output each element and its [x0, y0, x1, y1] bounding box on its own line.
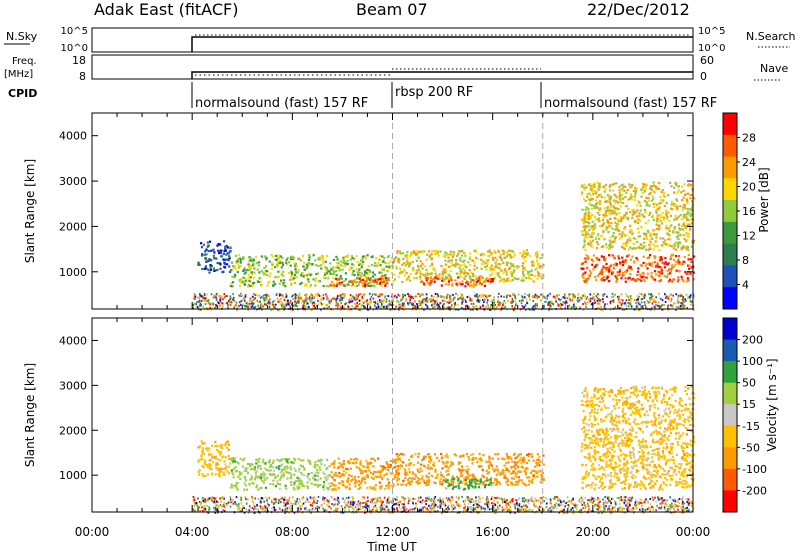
- power-colorbar-tick: 28: [742, 132, 756, 145]
- vel-ytick-label: 2000: [59, 424, 87, 437]
- power-colorbar-swatch: [723, 113, 737, 136]
- vel-colorbar-tick: 50: [742, 377, 756, 390]
- power-colorbar-tick: 12: [742, 230, 756, 243]
- vel-colorbar-swatch: [723, 447, 737, 470]
- time-tick-label: 16:00: [475, 525, 510, 539]
- power-echo-region-6: [580, 181, 695, 252]
- vel-ytick-label: 3000: [59, 379, 87, 392]
- vel-colorbar-tick: 100: [742, 355, 763, 368]
- power-colorbar-tick: 4: [742, 279, 749, 292]
- nsearch-tick-top: 10^5: [698, 26, 725, 37]
- cpid-label: CPID: [8, 87, 37, 100]
- vel-colorbar-tick: -15: [742, 420, 760, 433]
- power-echo-region-2: [330, 276, 394, 288]
- power-echo-region-3: [392, 249, 545, 283]
- velocity-ylabel: Slant Range [km]: [23, 363, 37, 467]
- power-colorbar-swatch: [723, 178, 737, 201]
- freq-units: [MHz]: [4, 69, 33, 80]
- power-colorbar-swatch: [723, 265, 737, 288]
- freq-tick-top: 18: [72, 54, 86, 67]
- time-tick-label: 00:00: [75, 525, 110, 539]
- power-colorbar-tick: 20: [742, 181, 756, 194]
- vel-colorbar-swatch: [723, 339, 737, 362]
- vel-colorbar-tick: -100: [742, 463, 767, 476]
- vel-near-range-clutter: [192, 495, 694, 514]
- vel-colorbar-swatch: [723, 318, 737, 341]
- time-tick-label: 00:00: [676, 525, 711, 539]
- vel-echo-region-5: [580, 385, 696, 491]
- freq-label: Freq.: [12, 56, 37, 67]
- time-tick-label: 08:00: [275, 525, 310, 539]
- power-colorbar-tick: 24: [742, 156, 756, 169]
- vel-ytick-label: 1000: [59, 469, 87, 482]
- vel-colorbar-swatch: [723, 468, 737, 491]
- nave-label: Nave: [760, 62, 788, 75]
- power-colorbar-swatch: [723, 200, 737, 223]
- time-tick-label: 12:00: [375, 525, 410, 539]
- cpid-segment-1: normalsound (fast) 157 RF: [195, 96, 368, 111]
- time-tick-label: 20:00: [576, 525, 611, 539]
- power-ytick-label: 2000: [59, 220, 87, 233]
- cpid-segment-2: rbsp 200 RF: [395, 85, 473, 100]
- power-colorbar-swatch: [723, 243, 737, 266]
- power-colorbar-tick: 16: [742, 205, 756, 218]
- freq-tick-bottom: 8: [79, 70, 86, 83]
- power-colorbar-swatch: [723, 287, 737, 310]
- nsky-label: N.Sky: [6, 30, 38, 43]
- velocity-colorbar-label: Velocity [m s⁻¹]: [765, 358, 779, 451]
- vel-colorbar-swatch: [723, 490, 737, 513]
- vel-colorbar-tick: 200: [742, 334, 763, 347]
- power-ytick-label: 4000: [59, 130, 87, 143]
- power-ylabel: Slant Range [km]: [23, 159, 37, 263]
- vel-colorbar-swatch: [723, 404, 737, 427]
- nsearch-tick-bottom: 10^0: [698, 43, 725, 54]
- power-colorbar-label: Power [dB]: [757, 167, 771, 232]
- vel-echo-region-4: [444, 477, 493, 491]
- vel-echo-region-1: [229, 457, 332, 491]
- power-ytick-label: 1000: [59, 266, 87, 279]
- nsky-tick-top: 10^5: [61, 26, 88, 37]
- cpid-panel: CPID normalsound (fast) 157 RF rbsp 200 …: [8, 82, 717, 111]
- station-title: Adak East (fitACF): [94, 0, 238, 19]
- vel-ytick-label: 4000: [59, 334, 87, 347]
- freq-panel: Freq. [MHz] 18 8 60 0 Nave: [4, 54, 788, 83]
- nsearch-label: N.Search: [746, 30, 796, 43]
- power-colorbar-swatch: [723, 134, 737, 158]
- vel-colorbar-swatch: [723, 361, 737, 384]
- time-axis: 00:00 04:00 08:00 12:00 16:00 20:00 00:00: [75, 525, 711, 539]
- vel-echo-region-3: [392, 452, 545, 487]
- velocity-panel: 1000 2000 3000 4000 Slant Range [km] -200 -1…: [23, 317, 779, 514]
- power-echo-region-5: [580, 253, 696, 283]
- nave-tick-bottom: 0: [700, 70, 707, 83]
- power-panel: 1000 2000 3000 4000 Slant Range [km] 4 8 12 16…: [23, 112, 771, 311]
- vel-colorbar-tick: -200: [742, 484, 767, 497]
- date-title: 22/Dec/2012: [587, 0, 690, 19]
- power-echo-region-0: [197, 240, 232, 274]
- time-axis-label: Time UT: [366, 540, 417, 554]
- vel-colorbar-swatch: [723, 425, 737, 448]
- power-echo-region-4: [421, 276, 495, 288]
- cpid-segment-3: normalsound (fast) 157 RF: [544, 96, 717, 111]
- vel-colorbar-tick: 15: [742, 398, 756, 411]
- vel-echo-region-2: [330, 457, 395, 491]
- time-tick-label: 04:00: [175, 525, 210, 539]
- vel-colorbar-tick: -50: [742, 441, 760, 454]
- vel-echo-region-0: [197, 440, 232, 477]
- nsky-tick-bottom: 10^0: [61, 43, 88, 54]
- nsky-panel: N.Sky 10^5 10^0 10^5 10^0 N.Search: [4, 26, 796, 54]
- power-colorbar-swatch: [723, 221, 737, 245]
- power-colorbar-swatch: [723, 156, 737, 179]
- beam-title: Beam 07: [356, 0, 428, 19]
- nave-tick-top: 60: [700, 54, 714, 67]
- vel-colorbar-swatch: [723, 382, 737, 405]
- power-colorbar-tick: 8: [742, 254, 749, 267]
- power-ytick-label: 3000: [59, 175, 87, 188]
